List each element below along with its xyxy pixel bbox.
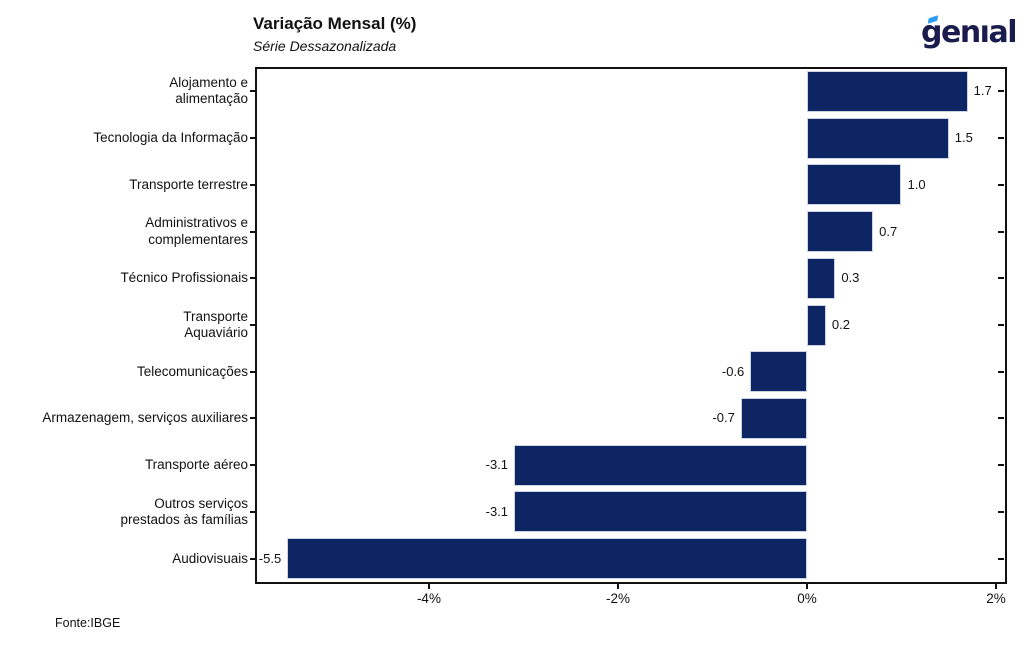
bar-value-label: 1.0 xyxy=(907,176,926,192)
x-axis-tick xyxy=(427,584,430,589)
genial-logo: genıal xyxy=(886,15,1018,50)
y-axis-tick-right xyxy=(998,510,1004,513)
bar-value-label: 0.2 xyxy=(831,317,850,332)
source-note: Fonte:IBGE xyxy=(55,616,121,630)
y-axis-tick-left xyxy=(250,557,256,560)
bar xyxy=(287,538,807,580)
x-tick-label: -4% xyxy=(416,591,441,606)
bar-value-label: 0.3 xyxy=(841,270,860,286)
bar-value-label: -3.1 xyxy=(485,503,509,519)
y-axis-tick-left xyxy=(250,277,256,280)
plot-area xyxy=(255,67,1007,584)
y-axis-tick-left xyxy=(250,370,256,373)
x-tick-label: 0% xyxy=(797,591,817,606)
y-axis-tick-left xyxy=(250,510,256,513)
y-axis-tick-right xyxy=(998,230,1004,233)
y-axis-tick-right xyxy=(998,417,1004,420)
category-label: Alojamento e alimentação xyxy=(169,75,248,107)
bar-value-label: 1.7 xyxy=(973,83,992,99)
x-axis-tick xyxy=(805,584,808,589)
bar xyxy=(806,304,826,346)
y-axis-tick-right xyxy=(998,464,1004,467)
category-label: Transporte aéreo xyxy=(144,457,248,473)
category-label: Técnico Profissionais xyxy=(120,270,248,286)
category-label: Transporte Aquaviário xyxy=(183,308,248,340)
bar-value-label: 0.7 xyxy=(879,223,898,239)
y-axis-tick-left xyxy=(250,137,256,140)
x-axis-tick xyxy=(995,584,998,589)
bar-value-label: -0.7 xyxy=(712,410,735,426)
x-axis-tick xyxy=(616,584,619,589)
bar xyxy=(740,397,807,439)
bar xyxy=(750,351,807,393)
category-label: Administrativos e complementares xyxy=(145,215,248,247)
genial-logo-inner: genıal xyxy=(921,15,1018,50)
bar-value-label: -5.5 xyxy=(258,550,282,566)
category-label: Tecnologia da Informação xyxy=(93,129,248,145)
bar xyxy=(806,117,949,159)
bar-value-label: -0.6 xyxy=(721,363,745,379)
logo-text: genıal xyxy=(921,15,1018,50)
category-label: Transporte terrestre xyxy=(129,176,248,192)
y-axis-tick-left xyxy=(250,324,256,326)
bar xyxy=(806,211,874,253)
y-axis-tick-left xyxy=(250,417,256,420)
bar-value-label: 1.5 xyxy=(954,130,973,146)
y-axis-tick-right xyxy=(998,90,1004,93)
chart-title: Variação Mensal (%) xyxy=(253,14,417,33)
y-axis-tick-left xyxy=(250,464,256,467)
bar xyxy=(806,70,968,112)
y-axis-tick-left xyxy=(250,90,256,93)
x-tick-label: 2% xyxy=(986,591,1006,606)
y-axis-tick-left xyxy=(250,183,256,186)
category-label: Telecomunicações xyxy=(136,363,248,379)
category-label: Audiovisuais xyxy=(172,550,248,566)
x-tick-label: -2% xyxy=(605,591,630,606)
bar-value-label: -3.1 xyxy=(485,457,509,473)
bar xyxy=(514,444,807,486)
bar xyxy=(806,257,836,299)
chart-subtitle: Série Dessazonalizada xyxy=(253,38,397,54)
y-axis-tick-right xyxy=(998,324,1004,326)
y-axis-tick-right xyxy=(998,137,1004,140)
bar xyxy=(514,491,807,533)
y-axis-tick-right xyxy=(998,557,1004,560)
y-axis-tick-left xyxy=(250,230,256,233)
category-label: Armazenagem, serviços auxiliares xyxy=(42,410,248,426)
y-axis-tick-right xyxy=(998,183,1004,186)
bar xyxy=(806,164,902,206)
y-axis-tick-right xyxy=(998,277,1004,280)
category-label: Outros serviços prestados às famílias xyxy=(120,495,248,527)
y-axis-tick-right xyxy=(998,370,1004,373)
